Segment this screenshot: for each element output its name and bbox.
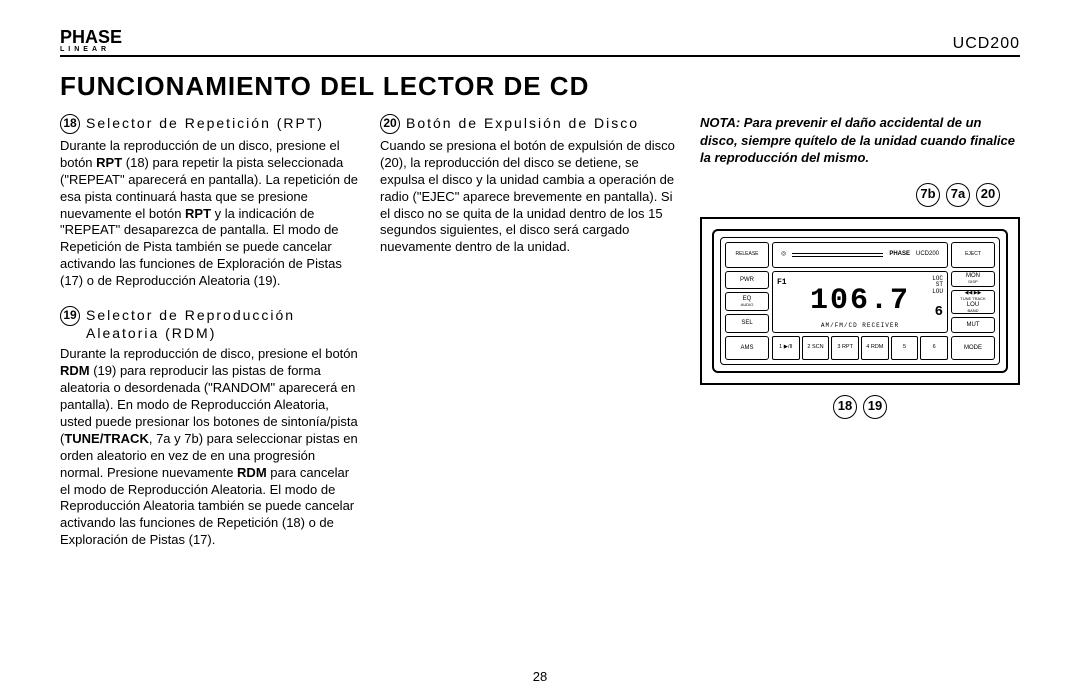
preset-5: 5 [891,336,919,360]
cd-icon: ◎ [781,251,786,259]
circled-20: 20 [380,114,400,134]
section-20-title: Botón de Expulsión de Disco [406,114,639,132]
radio-inner: RELEASE ◎ PHASE UCD200 EJECT PWR EQ AUDI… [720,237,1000,365]
page-number: 28 [533,669,547,684]
section-19-head: 19 Selector de Reproducción Aleatoria (R… [60,306,360,342]
radio-unit: RELEASE ◎ PHASE UCD200 EJECT PWR EQ AUDI… [712,229,1008,373]
preset-row', data-interactable=: 1 ▶/II 2 SCN 3 RPT 4 RDM 5 6 [772,336,948,360]
sel-button: SEL [725,314,769,333]
page-title: FUNCIONAMIENTO DEL LECTOR DE CD [60,71,1020,102]
tune-label: TUNE TRACK [960,297,985,301]
preset-1: 1 ▶/II [772,336,800,360]
eject-button: EJECT [951,242,995,268]
note-text: NOTA: Para prevenir el daño accidental d… [700,114,1020,167]
callout-7a: 7a [946,183,970,207]
right-button-stack: MON DISP ◀◀ ▶▶ TUNE TRACK LOU BAND MUT [951,271,995,333]
header-bar: PHASE LINEAR UCD200 [60,28,1020,57]
section-20-head: 20 Botón de Expulsión de Disco [380,114,680,134]
lcd-preset: 6 [935,303,943,321]
radio-diagram: 7b 7a 20 RELEASE ◎ PHASE UCD200 EJECT PW… [700,217,1020,385]
section-18-head: 18 Selector de Repetición (RPT) [60,114,360,134]
band-label: BAND [967,309,978,313]
tune-icons: ◀◀ ▶▶ [965,291,982,296]
callout-19: 19 [863,395,887,419]
lcd-lou: LOU [932,288,943,295]
s19-a: Durante la reproducción de disco, presio… [60,346,358,361]
s19-b3: RDM [237,465,267,480]
s18-b1: RPT [96,155,122,170]
section-20-body: Cuando se presiona el botón de expulsión… [380,138,680,256]
s18-b2: RPT [185,206,211,221]
column-middle: 20 Botón de Expulsión de Disco Cuando se… [380,114,680,565]
column-left: 18 Selector de Repetición (RPT) Durante … [60,114,360,565]
mini-model: UCD200 [916,251,939,259]
eq-button: EQ AUDIO [725,292,769,311]
audio-label: AUDIO [741,303,754,307]
cd-slot-row: ◎ PHASE UCD200 [772,242,948,268]
brand-logo-block: PHASE LINEAR [60,28,122,53]
cd-slot [792,253,883,257]
s19-b2: TUNE/TRACK [64,431,149,446]
lou-label: LOU [967,302,979,308]
lou-button: ◀◀ ▶▶ TUNE TRACK LOU BAND [951,290,995,314]
callout-20: 20 [976,183,1000,207]
circled-19: 19 [60,306,80,326]
mini-brand: PHASE [889,251,910,259]
mut-button: MUT [951,317,995,333]
pwr-button: PWR [725,271,769,290]
preset-6: 6 [920,336,948,360]
section-19-body: Durante la reproducción de disco, presio… [60,346,360,549]
column-right: NOTA: Para prevenir el daño accidental d… [700,114,1020,565]
release-button: RELEASE [725,242,769,268]
content-columns: 18 Selector de Repetición (RPT) Durante … [60,114,1020,565]
lcd-band: F1 [777,278,787,288]
callouts-bottom: 18 19 [833,395,887,419]
callouts-top: 7b 7a 20 [916,183,1000,207]
left-button-stack: PWR EQ AUDIO SEL [725,271,769,333]
callout-7b: 7b [916,183,940,207]
brand-logo: PHASE [60,28,122,46]
section-19-title: Selector de Reproducción Aleatoria (RDM) [86,306,360,342]
brand-sub: LINEAR [60,46,122,53]
preset-4: 4 RDM [861,336,889,360]
mode-button: MODE [951,336,995,360]
disp-label: DISP [968,280,977,284]
section-18-title: Selector de Repetición (RPT) [86,114,324,132]
circled-18: 18 [60,114,80,134]
s19-b1: RDM [60,363,90,378]
lcd-display: F1 106.7 LOC ST LOU 6 AM/FM/CD RECEIVER [772,271,948,333]
preset-3: 3 RPT [831,336,859,360]
lcd-freq: 106.7 [810,282,910,321]
mon-button: MON DISP [951,271,995,287]
callout-18: 18 [833,395,857,419]
ams-button: AMS [725,336,769,360]
lcd-sub: AM/FM/CD RECEIVER [821,322,899,330]
section-18-body: Durante la reproducción de un disco, pre… [60,138,360,290]
model-number: UCD200 [953,35,1020,53]
preset-2: 2 SCN [802,336,830,360]
lcd-indicators: LOC ST LOU [932,276,943,296]
